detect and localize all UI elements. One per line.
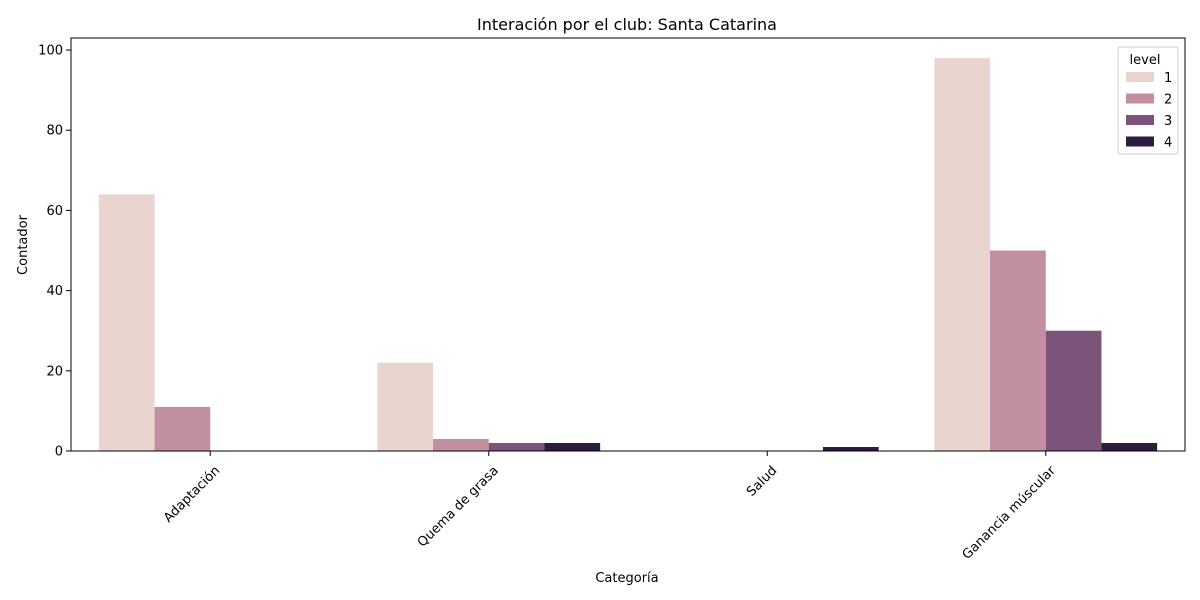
y-tick-label: 40 [46,284,63,299]
bar-level-3-4 [1045,330,1102,451]
x-tick-label: Ganancia múscular [960,463,1060,563]
x-axis-title: Categoría [595,571,658,586]
y-tick-label: 80 [46,124,63,139]
y-tick-label: 20 [46,364,63,379]
bar-level-3-2 [488,442,545,451]
bar-level-4-2 [544,442,601,451]
bar-level-2-2 [433,438,489,451]
legend-swatch-1 [1126,72,1154,82]
y-tick-label: 60 [46,204,63,219]
plot-frame [70,37,1186,452]
legend-label-3: 3 [1164,114,1172,129]
bar-level-4-4 [1101,442,1158,451]
legend-label-2: 2 [1164,93,1172,108]
y-axis-title: Contador [16,214,31,275]
legend-title: level [1130,53,1161,68]
bar-level-1-1 [98,194,155,451]
bar-level-4-3 [822,446,879,451]
x-tick-label: Adaptación [161,463,223,525]
y-tick-label: 0 [55,445,63,460]
chart-title: Interación por el club: Santa Catarina [477,15,777,34]
bars [98,58,1158,451]
bar-level-1-4 [934,58,991,451]
bar-level-2-4 [990,250,1046,451]
bar-level-1-2 [377,362,434,451]
y-tick-label: 100 [38,44,63,59]
x-tick-label: Salud [744,463,780,499]
bar-level-2-1 [154,406,211,451]
legend-label-1: 1 [1164,71,1172,86]
x-tick-label: Quema de grasa [415,463,502,550]
legend-swatch-4 [1126,136,1154,147]
legend-swatch-3 [1126,115,1154,125]
legend-swatch-2 [1126,93,1154,104]
legend-label-4: 4 [1164,136,1172,151]
